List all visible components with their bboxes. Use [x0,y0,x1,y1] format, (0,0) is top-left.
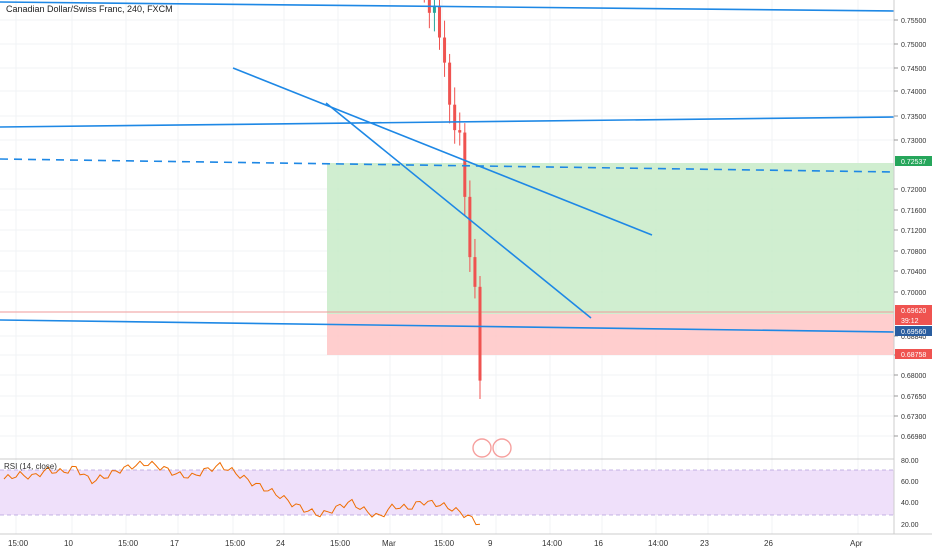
tradingview-logo-icon [472,438,512,458]
time-tick-label: 17 [170,539,179,548]
time-tick-label: 10 [64,539,73,548]
time-tick-label: 15:00 [434,539,455,548]
candle-body [432,5,436,13]
candle-body [443,37,447,63]
price-tick-label: 0.75000 [901,42,926,49]
rsi-title[interactable]: RSI (14, close) [4,462,57,471]
price-badge-label: 39:12 [901,318,919,325]
time-tick-label: 14:00 [542,539,563,548]
candle-body [437,5,441,38]
price-tick-label: 0.66980 [901,434,926,441]
time-tick-label: Apr [850,539,863,548]
candle-body [473,257,477,287]
price-badge-label: 0.72537 [901,159,926,166]
time-tick-label: 15:00 [330,539,351,548]
price-tick-label: 0.75500 [901,18,926,25]
price-tick-label: 0.67650 [901,394,926,401]
rsi-band [0,470,894,515]
price-badge [895,315,932,325]
candle-body [448,62,452,105]
time-tick-label: 23 [700,539,709,548]
candlestick-series [423,0,482,400]
price-tick-label: 0.67300 [901,414,926,421]
trendline-descending-1[interactable] [232,67,653,236]
price-badge [895,156,932,166]
trendline-lower[interactable] [0,319,895,333]
price-tick-label: 0.70800 [901,249,926,256]
price-badges: 0.72537 0.69620 39:12 0.69560 0.68758 [895,156,932,359]
time-tick-label: Mar [382,539,396,548]
price-tick-label: 0.72000 [901,187,926,194]
price-tick-label: 0.73000 [901,138,926,145]
trendline-descending-2[interactable] [325,102,592,319]
time-tick-label: 15:00 [118,539,139,548]
rsi-line [3,460,481,526]
price-tick-label: 0.73500 [901,114,926,121]
price-badge-label: 0.69620 [901,308,926,315]
price-tick-label: 0.68840 [901,334,926,341]
price-tick-label: 0.68000 [901,373,926,380]
rsi-tick-label: 40.00 [901,500,919,507]
time-tick-label: 16 [594,539,603,548]
price-badge [895,349,932,359]
candle-body [453,104,457,131]
price-badge [895,326,932,336]
price-tick-label: 0.70400 [901,269,926,276]
rsi-tick-label: 20.00 [901,522,919,529]
trendline-dashed[interactable] [0,158,895,173]
rsi-tick-label: 80.00 [901,458,919,465]
candle-body [458,130,462,133]
time-tick-label: 15:00 [225,539,246,548]
profit-zone[interactable] [327,163,894,314]
price-tick-label: 0.71600 [901,208,926,215]
candle-body [478,286,482,381]
price-axis[interactable]: 0.75500 0.75000 0.74500 0.74000 0.73500 0.730… [894,18,926,441]
time-axis[interactable]: 15:00 10 15:00 17 15:00 24 15:00 Mar 15:00 9 14:00… [8,539,863,548]
price-badge-label: 0.69560 [901,329,926,336]
loss-zone[interactable] [327,314,894,355]
price-tick-label: 0.74000 [901,89,926,96]
trendline-upper-channel[interactable] [0,116,895,128]
symbol-title[interactable]: Canadian Dollar/Swiss Franc, 240, FXCM [6,4,173,14]
price-tick-label: 0.71200 [901,228,926,235]
price-badge-label: 0.68758 [901,352,926,359]
rsi-axis[interactable]: 80.00 60.00 40.00 20.00 [901,458,919,529]
trendline-top[interactable] [0,1,895,12]
time-tick-label: 26 [764,539,773,548]
candle-body [463,132,467,197]
time-tick-label: 24 [276,539,285,548]
price-tick-label: 0.74500 [901,66,926,73]
price-tick-label: 0.70000 [901,290,926,297]
time-tick-label: 14:00 [648,539,669,548]
rsi-tick-label: 60.00 [901,479,919,486]
candle-body [468,196,472,258]
time-tick-label: 15:00 [8,539,29,548]
price-badge [895,305,932,315]
time-tick-label: 9 [488,539,493,548]
